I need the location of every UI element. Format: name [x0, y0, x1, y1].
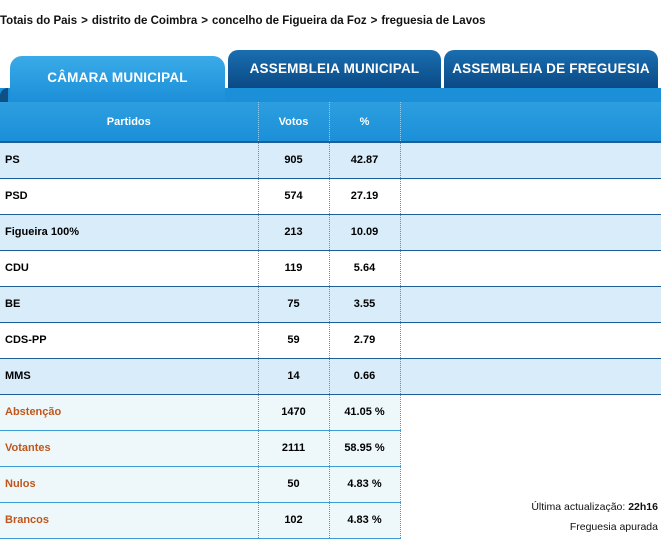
stat-name: Votantes [0, 430, 259, 467]
last-update: Última actualização: 22h16 [531, 501, 658, 513]
stat-percent: 58.95 % [329, 430, 401, 467]
party-percent: 2.79 [329, 322, 401, 359]
table-row: BE 75 3.55 [0, 286, 661, 323]
stat-votes: 102 [258, 502, 330, 539]
breadcrumb-separator: > [201, 15, 208, 27]
last-update-time: 22h16 [628, 501, 658, 513]
stat-votes: 50 [258, 466, 330, 503]
party-name: BE [0, 286, 259, 323]
table-row: CDS-PP 59 2.79 [0, 322, 661, 359]
table-row: PS 905 42.87 [0, 141, 661, 179]
stat-row-nulos: Nulos 50 4.83 % [0, 466, 661, 503]
table-header-row: Partidos Votos % [0, 102, 661, 142]
stat-name: Abstenção [0, 394, 259, 431]
party-votes: 59 [258, 322, 330, 359]
stat-name: Brancos [0, 502, 259, 539]
row-spacer [400, 250, 661, 287]
breadcrumb-totais-do-pais[interactable]: Totais do Pais [0, 15, 78, 27]
breadcrumb-separator: > [370, 15, 378, 27]
row-spacer [400, 178, 661, 215]
party-votes: 574 [258, 178, 330, 215]
stat-row-votantes: Votantes 2111 58.95 % [0, 430, 661, 467]
results-table: Partidos Votos % PS 905 42.87 PSD 574 27… [0, 102, 661, 539]
tab-strip: CÂMARA MUNICIPAL ASSEMBLEIA MUNICIPAL AS… [0, 50, 661, 102]
stat-percent: 4.83 % [329, 466, 401, 503]
row-spacer [400, 430, 661, 466]
tab-assembleia-municipal[interactable]: ASSEMBLEIA MUNICIPAL [228, 50, 441, 88]
party-votes: 75 [258, 286, 330, 323]
party-percent: 3.55 [329, 286, 401, 323]
party-votes: 119 [258, 250, 330, 287]
count-status: Freguesia apurada [569, 521, 658, 533]
tab-camara-municipal[interactable]: CÂMARA MUNICIPAL [10, 56, 225, 102]
table-row: PSD 574 27.19 [0, 178, 661, 215]
header-partidos: Partidos [0, 102, 259, 142]
breadcrumb: Totais do Pais > distrito de Coimbra > conce… [0, 15, 486, 27]
party-votes: 905 [258, 141, 330, 179]
row-spacer [400, 141, 661, 179]
party-name: PS [0, 141, 259, 179]
row-spacer [400, 286, 661, 323]
party-percent: 10.09 [329, 214, 401, 251]
stat-votes: 2111 [258, 430, 330, 467]
header-spacer [400, 102, 661, 142]
breadcrumb-distrito[interactable]: distrito de Coimbra [91, 15, 198, 27]
row-spacer [400, 358, 661, 395]
header-votos: Votos [258, 102, 330, 142]
last-update-label: Última actualização: [531, 501, 626, 513]
row-spacer [400, 214, 661, 251]
tab-assembleia-de-freguesia[interactable]: ASSEMBLEIA DE FREGUESIA [444, 50, 658, 88]
breadcrumb-separator: > [81, 15, 88, 27]
party-percent: 27.19 [329, 178, 401, 215]
stat-row-brancos: Brancos 102 4.83 % [0, 502, 661, 539]
party-name: Figueira 100% [0, 214, 259, 251]
party-name: MMS [0, 358, 259, 395]
row-spacer [400, 322, 661, 359]
party-votes: 213 [258, 214, 330, 251]
party-name: CDS-PP [0, 322, 259, 359]
party-percent: 0.66 [329, 358, 401, 395]
party-votes: 14 [258, 358, 330, 395]
stat-percent: 41.05 % [329, 394, 401, 431]
table-row: MMS 14 0.66 [0, 358, 661, 395]
stat-votes: 1470 [258, 394, 330, 431]
party-name: CDU [0, 250, 259, 287]
party-name: PSD [0, 178, 259, 215]
row-spacer [400, 502, 661, 538]
row-spacer [400, 394, 661, 430]
table-row: Figueira 100% 213 10.09 [0, 214, 661, 251]
stat-name: Nulos [0, 466, 259, 503]
party-percent: 42.87 [329, 141, 401, 179]
stat-row-abstencao: Abstenção 1470 41.05 % [0, 394, 661, 431]
party-percent: 5.64 [329, 250, 401, 287]
row-spacer [400, 466, 661, 502]
stat-percent: 4.83 % [329, 502, 401, 539]
breadcrumb-freguesia: freguesia de Lavos [381, 15, 486, 27]
table-row: CDU 119 5.64 [0, 250, 661, 287]
breadcrumb-concelho[interactable]: concelho de Figueira da Foz [211, 15, 367, 27]
header-percent: % [329, 102, 401, 142]
